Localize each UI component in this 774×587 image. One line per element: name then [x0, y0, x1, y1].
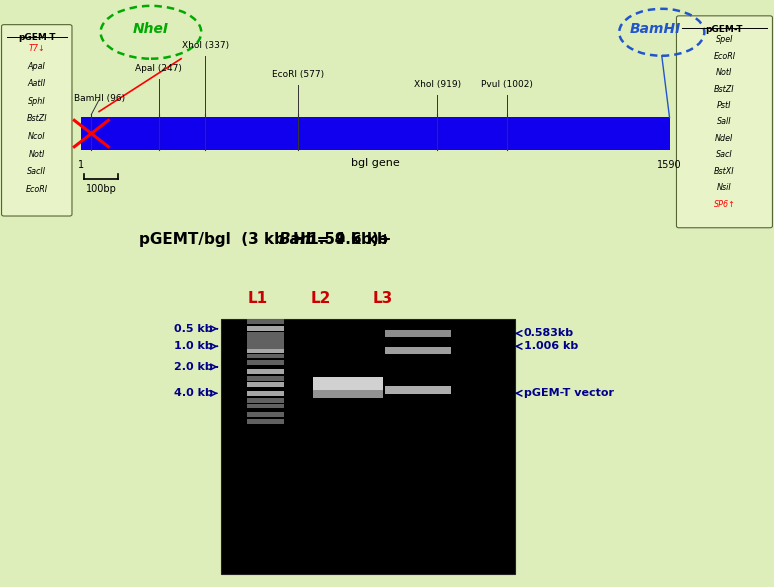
Bar — [385, 386, 450, 393]
Text: SP6↑: SP6↑ — [714, 200, 735, 208]
Text: 1590: 1590 — [657, 160, 682, 170]
Text: pGEM-T vector: pGEM-T vector — [524, 388, 614, 399]
Text: NdeI: NdeI — [715, 134, 734, 143]
Bar — [247, 332, 284, 337]
Bar — [221, 319, 515, 574]
Text: PvuI (1002): PvuI (1002) — [481, 80, 533, 89]
Text: NotI: NotI — [29, 150, 45, 158]
Bar — [247, 360, 284, 365]
Bar — [385, 330, 450, 337]
Bar — [247, 345, 284, 349]
Text: XhoI (337): XhoI (337) — [182, 41, 228, 50]
Bar — [313, 390, 383, 397]
Text: SacI: SacI — [716, 150, 733, 159]
Text: NcoI: NcoI — [28, 132, 46, 141]
Bar — [247, 319, 284, 324]
Bar — [313, 377, 383, 392]
Text: SalI: SalI — [717, 117, 731, 126]
Text: BstZI: BstZI — [714, 85, 735, 93]
Text: 1: 1 — [78, 160, 84, 170]
Text: NsiI: NsiI — [717, 183, 732, 192]
Text: SpeI: SpeI — [716, 35, 733, 44]
Bar — [247, 398, 284, 403]
Text: SacII: SacII — [27, 167, 46, 176]
Text: AatII: AatII — [28, 79, 46, 88]
Bar — [247, 376, 284, 381]
Text: 4.0 kb: 4.0 kb — [174, 388, 213, 399]
Text: pGEM-T: pGEM-T — [706, 25, 743, 33]
FancyBboxPatch shape — [676, 16, 772, 228]
Text: NheI: NheI — [133, 22, 169, 36]
Bar — [81, 117, 670, 150]
Text: 100bp: 100bp — [86, 184, 116, 194]
Bar — [247, 419, 284, 424]
Text: 0.583kb: 0.583kb — [524, 328, 574, 339]
Text: 0.5 kb: 0.5 kb — [174, 323, 213, 334]
Text: XhoI (919): XhoI (919) — [414, 80, 461, 89]
Text: ApaI: ApaI — [28, 62, 46, 70]
Bar — [247, 382, 284, 387]
FancyBboxPatch shape — [2, 25, 72, 216]
Text: EcoRI (577): EcoRI (577) — [272, 70, 324, 79]
Bar — [247, 337, 284, 342]
Bar — [247, 353, 284, 358]
Text: 1.0 kb: 1.0 kb — [174, 341, 213, 352]
Text: L1: L1 — [248, 291, 268, 306]
Bar — [247, 391, 284, 396]
Text: pGEM-T: pGEM-T — [18, 33, 56, 42]
Text: SphI: SphI — [28, 97, 46, 106]
Text: BamHI: BamHI — [630, 22, 681, 36]
Text: T7↓: T7↓ — [29, 44, 45, 53]
Bar — [247, 413, 284, 417]
Text: EcoRI: EcoRI — [26, 185, 48, 194]
Text: BstXI: BstXI — [714, 167, 735, 176]
Text: L3: L3 — [372, 291, 392, 306]
Text: pGEMT/bgl  (3 kb + 1.59 kb)+: pGEMT/bgl (3 kb + 1.59 kb)+ — [139, 232, 397, 247]
Bar — [247, 326, 284, 331]
Text: EcoRI: EcoRI — [714, 52, 735, 60]
Text: L2: L2 — [311, 291, 331, 306]
Text: ApaI (247): ApaI (247) — [135, 65, 182, 73]
Text: NotI: NotI — [716, 68, 733, 77]
Text: HI = 4.6 kb: HI = 4.6 kb — [293, 232, 388, 247]
Text: bgl gene: bgl gene — [351, 158, 399, 168]
Bar — [247, 369, 284, 374]
Text: BstZI: BstZI — [26, 114, 47, 123]
Text: 2.0 kb: 2.0 kb — [174, 362, 213, 372]
Bar — [247, 403, 284, 408]
Text: BamHI (96): BamHI (96) — [74, 94, 125, 103]
Text: PstI: PstI — [717, 101, 731, 110]
Bar — [247, 348, 284, 353]
Text: 1.006 kb: 1.006 kb — [524, 341, 578, 352]
Bar — [385, 347, 450, 354]
Text: Bam: Bam — [279, 232, 317, 247]
Bar — [247, 341, 284, 346]
